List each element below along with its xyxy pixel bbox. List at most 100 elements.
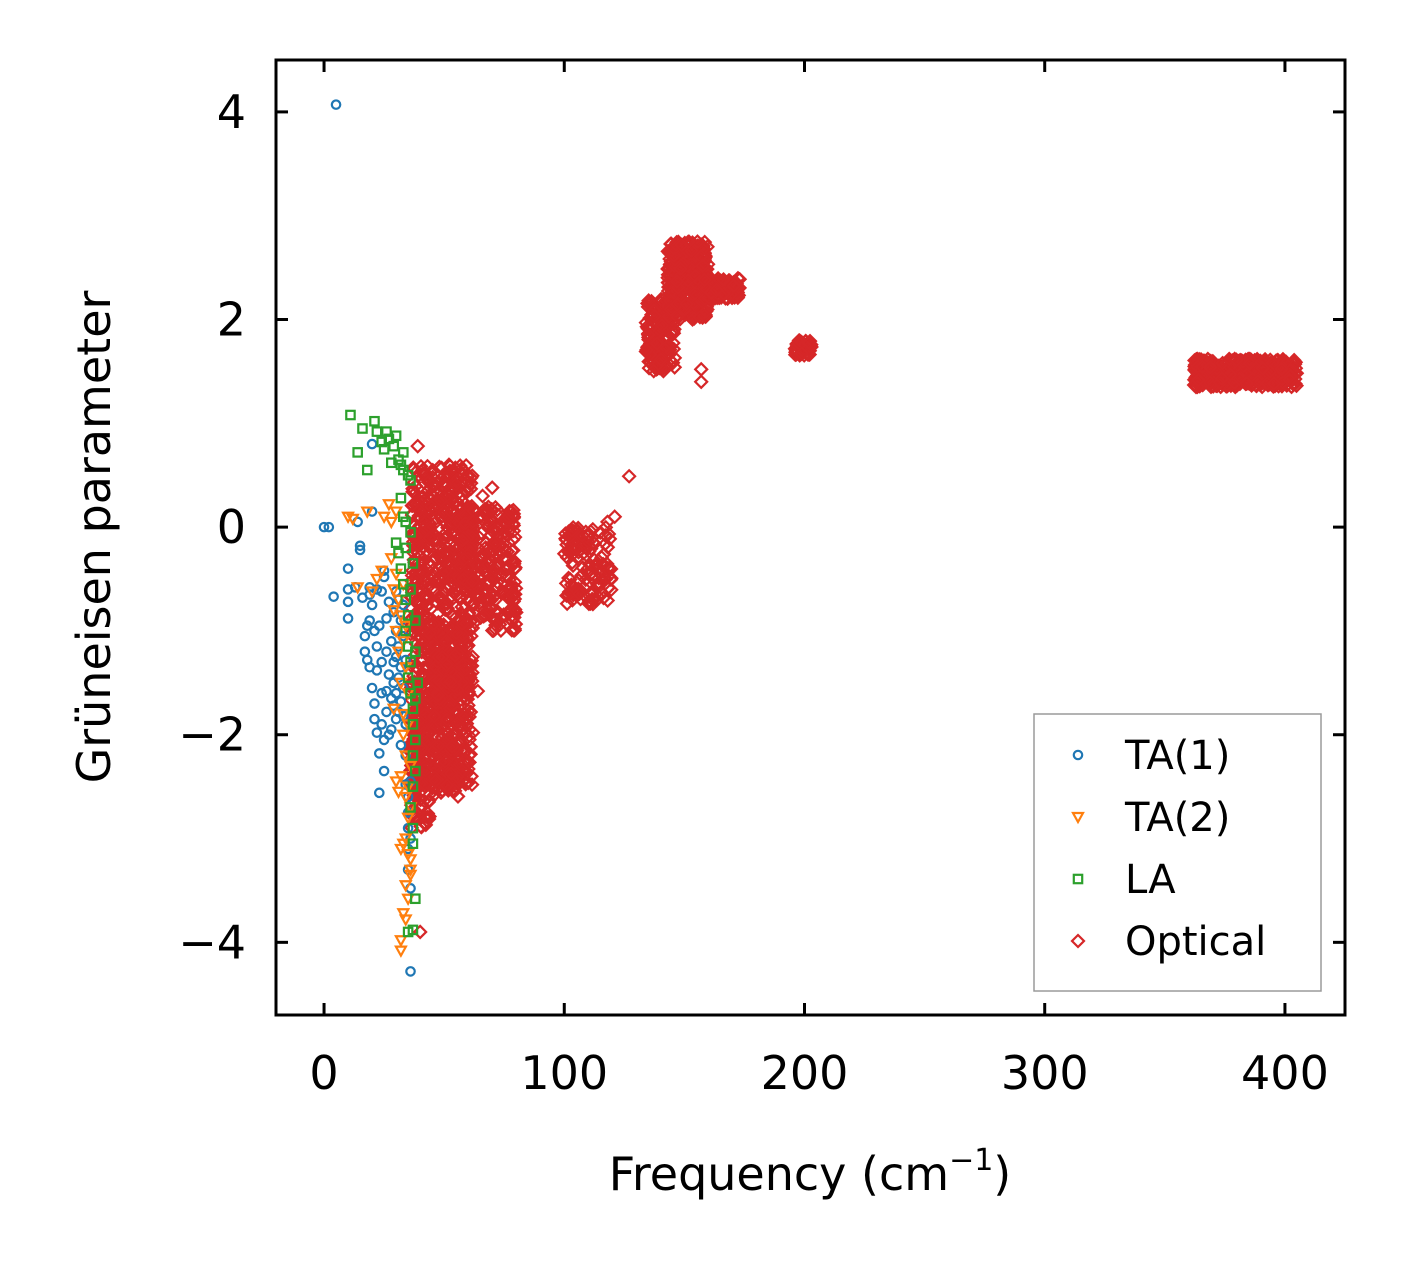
point-la xyxy=(410,693,421,704)
point-optical xyxy=(426,787,442,803)
point-optical xyxy=(1202,359,1218,375)
point-la xyxy=(405,656,416,668)
point-optical xyxy=(703,285,719,301)
point-optical xyxy=(582,594,598,610)
point-optical xyxy=(423,499,439,515)
point-optical xyxy=(437,753,453,770)
point-optical xyxy=(466,598,482,614)
point-optical xyxy=(455,626,471,642)
point-optical xyxy=(1262,363,1278,379)
point-la xyxy=(407,719,419,730)
point-optical xyxy=(1272,357,1288,373)
point-ta2 xyxy=(346,513,360,527)
point-ta1 xyxy=(369,713,380,725)
point-ta2 xyxy=(394,677,408,691)
point-ta1 xyxy=(393,672,404,683)
point-optical xyxy=(1228,352,1244,368)
point-optical xyxy=(452,570,468,586)
point-la xyxy=(407,822,419,834)
point-la xyxy=(395,563,407,574)
legend-marker xyxy=(1072,873,1084,885)
point-optical xyxy=(421,723,437,739)
point-optical xyxy=(448,625,464,641)
point-optical xyxy=(439,777,455,793)
point-optical xyxy=(496,525,513,541)
point-ta2 xyxy=(396,729,411,742)
point-optical xyxy=(595,568,611,584)
point-optical xyxy=(603,572,619,588)
point-optical xyxy=(507,601,523,618)
point-optical xyxy=(663,325,679,342)
point-optical xyxy=(594,557,610,573)
point-optical xyxy=(563,577,579,593)
point-optical xyxy=(484,480,500,496)
point-ta2 xyxy=(382,499,396,512)
point-optical xyxy=(1242,351,1258,367)
point-optical xyxy=(668,236,684,252)
y-tick-label: 0 xyxy=(217,500,246,554)
point-optical xyxy=(411,595,428,612)
point-optical xyxy=(801,335,817,351)
point-optical xyxy=(421,530,438,546)
point-optical xyxy=(473,551,489,567)
point-optical xyxy=(484,622,500,639)
point-optical xyxy=(429,533,445,549)
point-optical xyxy=(708,282,724,298)
point-ta2 xyxy=(384,553,399,566)
point-optical xyxy=(426,769,442,785)
point-optical xyxy=(559,596,575,612)
point-la xyxy=(410,615,421,626)
point-optical xyxy=(461,474,477,490)
point-optical xyxy=(475,488,491,504)
point-optical xyxy=(431,590,447,606)
point-ta1 xyxy=(369,698,380,709)
point-la xyxy=(410,893,421,905)
point-optical xyxy=(458,657,474,673)
point-optical xyxy=(428,593,444,609)
point-optical xyxy=(666,248,682,264)
y-tick-label: 2 xyxy=(217,293,246,347)
point-optical xyxy=(456,571,472,587)
point-ta2 xyxy=(341,511,355,525)
point-optical xyxy=(431,738,447,754)
point-la xyxy=(405,527,416,538)
point-optical xyxy=(1255,360,1271,376)
point-optical xyxy=(414,740,430,756)
point-optical xyxy=(438,476,454,492)
point-optical xyxy=(505,532,521,548)
point-optical xyxy=(602,531,618,547)
point-optical xyxy=(561,570,577,586)
point-optical xyxy=(654,317,670,334)
point-optical xyxy=(661,275,677,291)
point-optical xyxy=(489,574,505,590)
point-optical xyxy=(456,662,473,678)
point-optical xyxy=(464,777,480,793)
point-optical xyxy=(507,591,523,607)
point-optical xyxy=(460,551,476,567)
point-optical xyxy=(667,359,683,375)
point-optical xyxy=(496,607,512,623)
point-la xyxy=(400,594,412,606)
point-la xyxy=(400,542,412,554)
point-optical xyxy=(1190,359,1206,375)
point-ta1 xyxy=(318,521,330,533)
point-optical xyxy=(442,696,458,712)
point-ta1 xyxy=(354,540,366,552)
point-optical xyxy=(504,622,520,638)
point-optical xyxy=(415,564,431,580)
point-ta2 xyxy=(403,854,418,867)
point-optical xyxy=(439,529,455,545)
point-optical xyxy=(646,308,662,324)
point-optical xyxy=(444,623,461,639)
x-axis-label-main: Frequency (cm xyxy=(609,1147,949,1201)
point-optical xyxy=(438,579,454,595)
point-optical xyxy=(458,766,474,782)
point-optical xyxy=(571,586,588,602)
point-ta1 xyxy=(405,966,416,977)
point-optical xyxy=(425,580,441,596)
point-optical xyxy=(476,592,492,608)
point-optical xyxy=(420,545,436,561)
point-optical xyxy=(426,615,442,631)
point-optical xyxy=(417,815,433,831)
point-optical xyxy=(470,556,486,572)
